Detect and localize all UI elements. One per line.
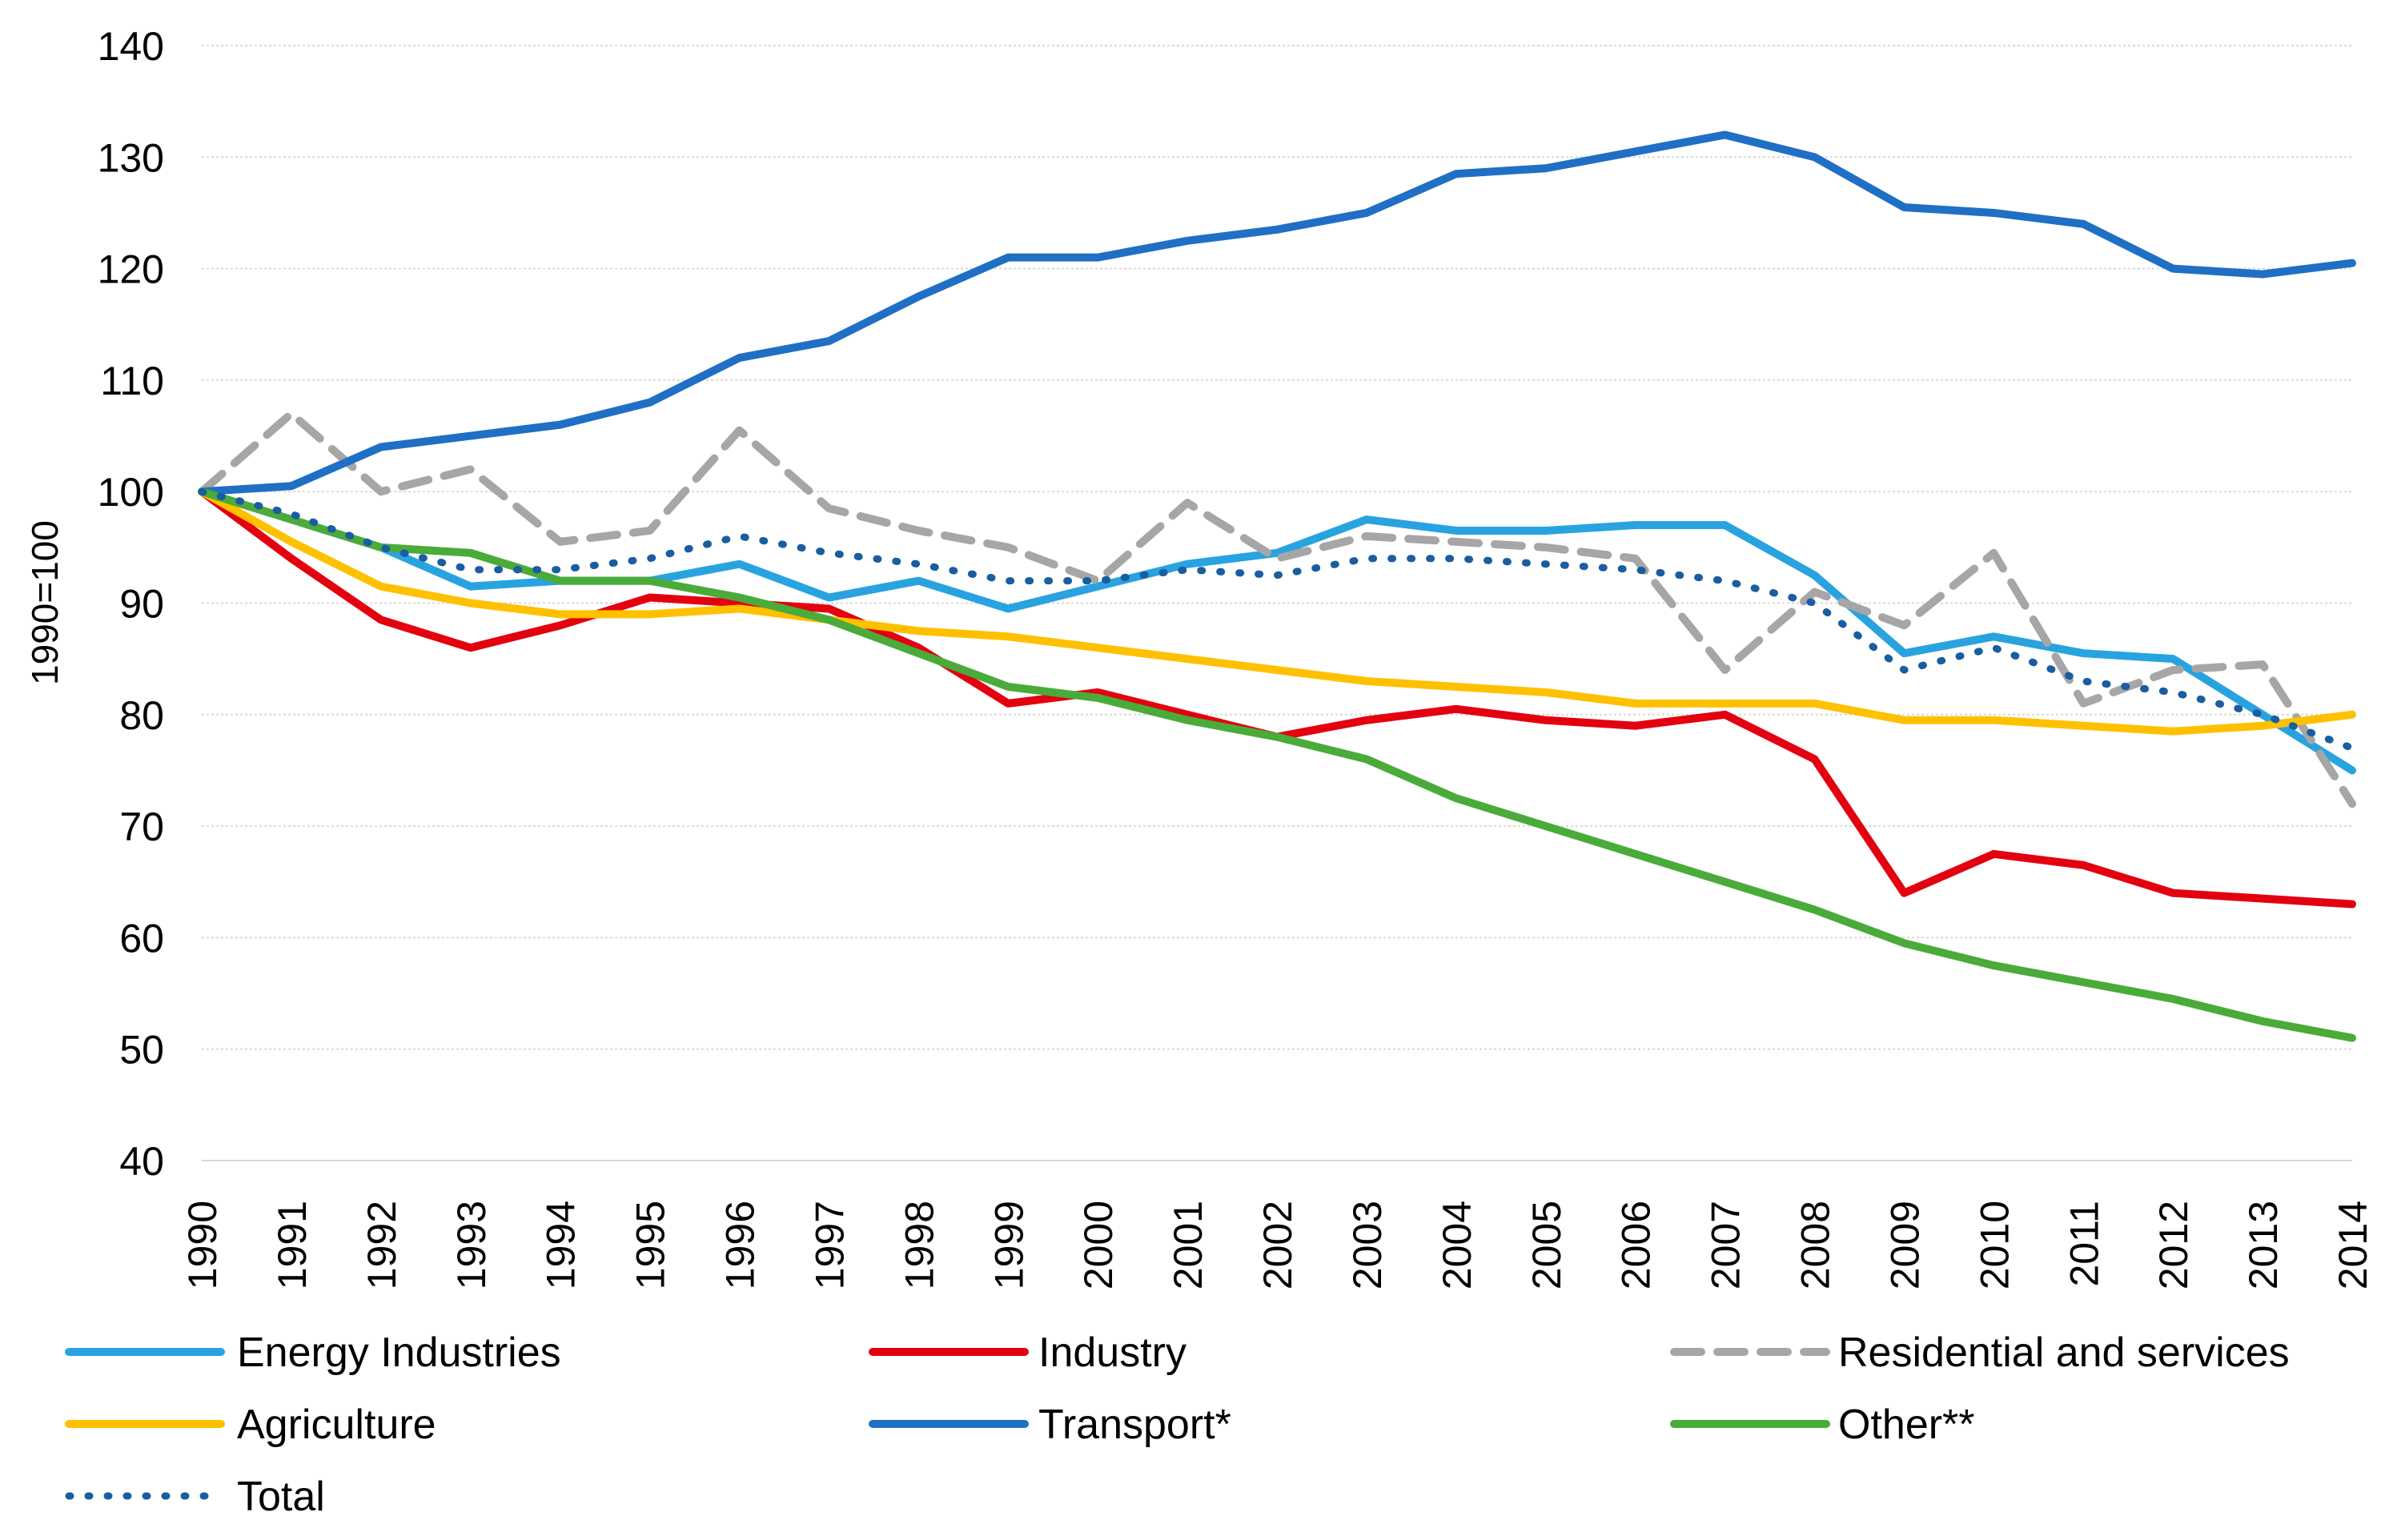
x-tick-label: 2002 — [1255, 1201, 1300, 1289]
x-tick-label: 1999 — [986, 1201, 1031, 1289]
legend-label: Transport* — [1038, 1402, 1231, 1448]
legend-item: Transport* — [869, 1402, 1231, 1448]
legend-item: Agriculture — [65, 1402, 436, 1448]
legend-label: Industry — [1038, 1329, 1186, 1376]
x-tick-label: 1994 — [539, 1201, 584, 1289]
x-tick-label: 1991 — [270, 1201, 315, 1289]
legend-item: Industry — [869, 1329, 1186, 1376]
x-tick-label: 2011 — [2062, 1201, 2106, 1287]
y-tick-label: 130 — [98, 135, 164, 180]
y-axis-ticks: 40 50 60 70 80 90 100 110 120 130 140 — [98, 24, 164, 1184]
x-tick-label: 2010 — [1972, 1201, 2017, 1289]
y-tick-label: 80 — [119, 693, 164, 738]
series-line-residential-and-services — [198, 409, 2356, 808]
y-tick-label: 120 — [98, 247, 164, 292]
x-tick-label: 2005 — [1524, 1201, 1569, 1289]
x-tick-label: 1990 — [180, 1201, 225, 1289]
x-tick-label: 2004 — [1435, 1201, 1480, 1289]
series-line-total — [198, 487, 2356, 752]
series-line-transport — [198, 130, 2356, 496]
x-tick-label: 1993 — [449, 1201, 494, 1289]
x-tick-label: 2009 — [1882, 1201, 1927, 1289]
y-tick-label: 60 — [119, 916, 164, 960]
legend-label: Agriculture — [237, 1402, 436, 1448]
y-tick-label: 100 — [98, 470, 164, 515]
legend-label: Energy Industries — [237, 1329, 561, 1376]
x-tick-label: 2006 — [1614, 1201, 1659, 1289]
x-tick-label: 2014 — [2331, 1201, 2375, 1289]
gridlines — [202, 45, 2352, 1050]
x-axis-ticks: 1990 1991 1992 1993 1994 1995 1996 1997 1998 1999… — [180, 1201, 2375, 1289]
y-tick-label: 50 — [119, 1028, 164, 1073]
legend-label: Residential and services — [1838, 1329, 2290, 1376]
y-tick-label: 40 — [119, 1139, 164, 1184]
legend-item: Residential and services — [1670, 1329, 2290, 1376]
y-tick-label: 110 — [100, 359, 164, 403]
legend-item: Total — [65, 1474, 325, 1520]
x-tick-label: 2000 — [1076, 1201, 1121, 1289]
legend-item: Other** — [1670, 1402, 1975, 1448]
series-line-other — [198, 487, 2356, 1042]
series-line-agriculture — [198, 487, 2356, 736]
x-tick-label: 2008 — [1793, 1201, 1838, 1289]
x-tick-label: 1995 — [628, 1201, 673, 1289]
legend-label: Other** — [1838, 1402, 1975, 1448]
series-lines — [198, 130, 2356, 1042]
x-tick-label: 1998 — [897, 1201, 942, 1289]
legend-item: Energy Industries — [65, 1329, 561, 1376]
y-tick-label: 140 — [98, 24, 164, 69]
x-tick-label: 2012 — [2151, 1201, 2196, 1289]
y-tick-label: 70 — [119, 804, 164, 849]
x-tick-label: 2003 — [1345, 1201, 1390, 1289]
x-tick-label: 1997 — [807, 1201, 852, 1289]
x-tick-label: 1992 — [359, 1201, 404, 1289]
x-tick-label: 2007 — [1704, 1201, 1749, 1289]
x-tick-label: 2013 — [2241, 1201, 2286, 1289]
x-tick-label: 2001 — [1166, 1201, 1211, 1289]
legend-label: Total — [237, 1474, 325, 1520]
y-tick-label: 90 — [119, 582, 164, 627]
x-tick-label: 1996 — [718, 1201, 763, 1289]
y-axis-label: 1990=100 — [24, 520, 66, 685]
legend: Energy Industries Industry Residential and… — [65, 1329, 2290, 1520]
